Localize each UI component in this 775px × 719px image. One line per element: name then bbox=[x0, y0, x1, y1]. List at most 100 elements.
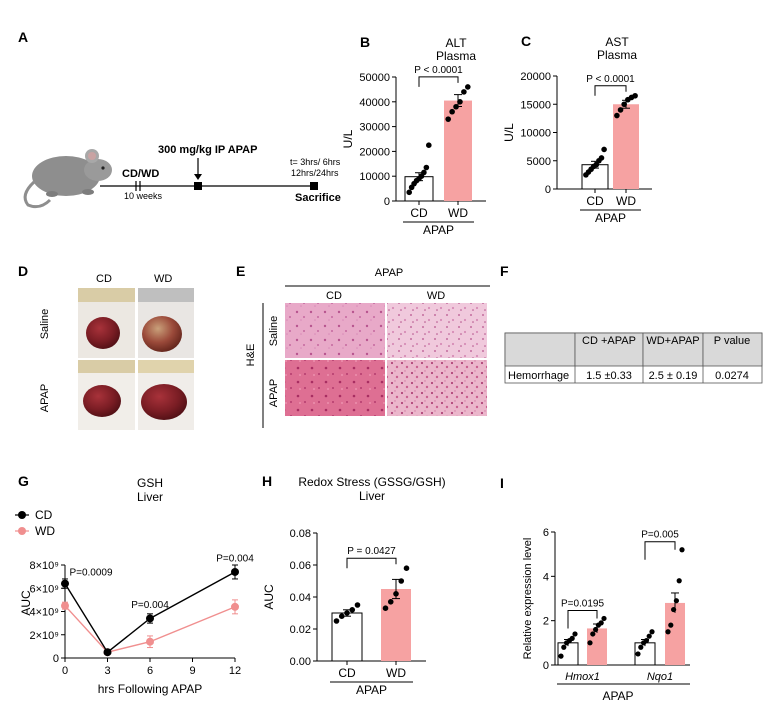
p-value-label: P=0.004 bbox=[131, 600, 169, 611]
times-line1: t= 3hrs/ 6hrs bbox=[290, 157, 341, 167]
data-point bbox=[393, 591, 399, 597]
chart-title: AST bbox=[605, 35, 629, 49]
he-row-apap: APAP bbox=[268, 379, 280, 408]
y-tick-label: 0 bbox=[53, 653, 59, 665]
he-col-cd: CD bbox=[326, 290, 342, 302]
significance-bracket bbox=[418, 76, 459, 87]
data-point bbox=[671, 606, 677, 613]
he-image-cd-saline bbox=[285, 303, 385, 358]
liver-row-apap: APAP bbox=[39, 384, 51, 413]
y-tick-label: 6×10⁹ bbox=[30, 583, 60, 595]
liver-row-saline: Saline bbox=[39, 309, 51, 340]
x-axis-label: hrs Following APAP bbox=[98, 682, 203, 696]
panel-g-gsh-chart: 0 2×10⁹ 4×10⁹ 6×10⁹ 8×10⁹ 0 3 6 9 12 P=0.0009 P=0.0… bbox=[15, 473, 254, 696]
hemorrhage-table: CD +APAP WD+APAP P value Hemorrhage 1.5 … bbox=[504, 332, 763, 384]
data-point bbox=[572, 631, 578, 637]
data-point bbox=[561, 644, 567, 650]
group-label: APAP bbox=[595, 211, 626, 225]
liver-photo-cd-apap bbox=[78, 360, 135, 430]
x-tick-label: 3 bbox=[104, 665, 110, 677]
panel-d: D CD WD Saline APAP bbox=[18, 263, 194, 430]
diet-label: CD/WD bbox=[122, 168, 159, 180]
data-point bbox=[646, 633, 652, 639]
bar-wd bbox=[381, 589, 411, 661]
data-point-cd bbox=[61, 579, 69, 588]
x-tick-label: WD bbox=[616, 194, 636, 208]
panel-b-alt-chart: 0 10000 20000 30000 40000 50000 CD WD APAP P < 0.… bbox=[341, 34, 486, 237]
data-point bbox=[387, 599, 394, 605]
significance-bracket bbox=[644, 541, 676, 560]
panel-letter: B bbox=[360, 34, 370, 50]
chart-title: ALT bbox=[445, 36, 467, 50]
x-tick-label: 9 bbox=[189, 665, 195, 677]
gene-label: Nqo1 bbox=[647, 671, 673, 683]
data-point bbox=[382, 605, 389, 611]
significance-bracket bbox=[594, 85, 627, 96]
x-tick-label: WD bbox=[448, 206, 468, 220]
chart-title: GSH bbox=[137, 476, 163, 490]
data-point bbox=[338, 613, 345, 619]
x-tick-label: 0 bbox=[62, 665, 68, 677]
significance-bracket bbox=[346, 557, 397, 569]
data-point bbox=[665, 629, 671, 635]
y-tick-label: 0.00 bbox=[290, 656, 311, 668]
p-value-label: P = 0.0427 bbox=[347, 546, 396, 557]
table-cell-wd: 2.5 ± 0.19 bbox=[649, 370, 698, 382]
sacrifice-marker bbox=[310, 182, 318, 190]
data-point bbox=[461, 89, 467, 95]
data-point bbox=[423, 164, 430, 171]
p-value-label: P=0.005 bbox=[641, 530, 679, 541]
chart-subtitle: Liver bbox=[137, 490, 163, 504]
data-point bbox=[403, 565, 410, 571]
he-col-wd: WD bbox=[427, 290, 445, 302]
y-tick-label: 10000 bbox=[520, 128, 551, 140]
y-tick-label: 0.08 bbox=[290, 528, 311, 540]
x-tick-label: CD bbox=[410, 206, 428, 220]
table-cell-cd: 1.5 ±0.33 bbox=[586, 370, 632, 382]
panel-letter: C bbox=[521, 33, 531, 49]
x-tick-label: 6 bbox=[147, 665, 153, 677]
panel-a: A CD/WD 10 weeks 300 mg/kg IP APAP t= 3h… bbox=[18, 29, 341, 209]
gene-label: Hmox1 bbox=[565, 671, 600, 683]
data-point bbox=[617, 107, 624, 113]
panel-d-letter: D bbox=[18, 263, 28, 279]
data-point bbox=[453, 103, 459, 110]
data-point bbox=[668, 622, 674, 628]
chart-subtitle: Plasma bbox=[436, 49, 476, 63]
data-point-wd bbox=[61, 601, 69, 610]
data-point-cd bbox=[231, 567, 239, 576]
y-tick-label: 2 bbox=[543, 616, 549, 628]
data-point bbox=[598, 620, 604, 626]
chart-subtitle: Liver bbox=[359, 489, 385, 503]
data-point bbox=[643, 638, 650, 644]
data-point bbox=[679, 547, 685, 553]
he-stain-label: H&E bbox=[245, 344, 257, 367]
data-point bbox=[406, 189, 413, 196]
series-line-wd bbox=[64, 605, 236, 653]
x-tick-label: CD bbox=[338, 666, 356, 680]
p-value-label: P=0.0195 bbox=[561, 598, 605, 609]
y-tick-label: 0 bbox=[384, 196, 390, 208]
x-tick-label: CD bbox=[586, 194, 604, 208]
legend-label-cd: CD bbox=[35, 508, 53, 522]
data-point bbox=[558, 653, 564, 659]
data-point bbox=[635, 651, 641, 657]
data-point bbox=[426, 142, 432, 148]
liver-photo-wd-saline bbox=[138, 288, 194, 358]
injection-marker bbox=[194, 182, 202, 190]
panel-h-redox-chart: 0.00 0.02 0.04 0.06 0.08 CD WD APAP P = 0.0427 AU… bbox=[262, 473, 446, 697]
legend-label-wd: WD bbox=[35, 524, 55, 538]
panel-c-ast-chart: 0 5000 10000 15000 20000 CD WD APAP P < 0.0001 C A… bbox=[502, 33, 652, 225]
group-label: APAP bbox=[602, 689, 633, 703]
y-tick-label: 20000 bbox=[359, 146, 390, 158]
data-point bbox=[593, 161, 600, 168]
y-tick-label: 15000 bbox=[520, 99, 551, 111]
y-tick-label: 0.06 bbox=[290, 560, 311, 572]
y-tick-label: 4×10⁹ bbox=[30, 607, 60, 619]
data-point bbox=[590, 631, 596, 637]
mouse-icon bbox=[23, 149, 112, 209]
data-point-wd bbox=[231, 602, 239, 611]
y-axis-label: U/L bbox=[502, 123, 516, 142]
panel-f-letter: F bbox=[500, 263, 509, 279]
